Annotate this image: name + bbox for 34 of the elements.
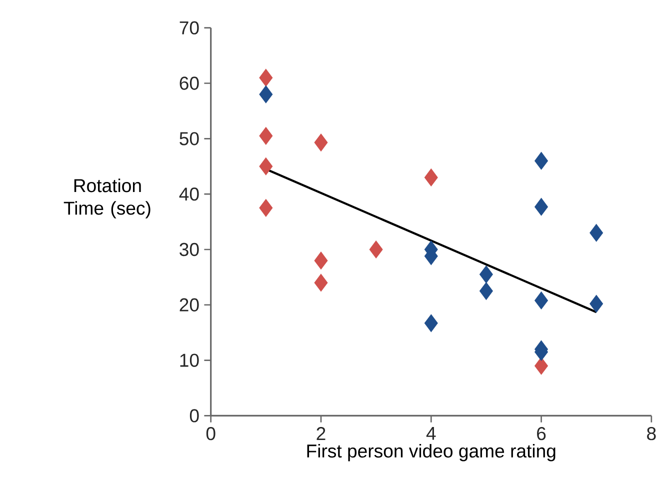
point xyxy=(534,356,548,375)
point xyxy=(424,314,438,332)
point xyxy=(314,134,328,152)
point xyxy=(259,157,273,176)
y-tick-label: 0 xyxy=(190,409,199,422)
y-axis-title: Rotation Time (sec) xyxy=(64,178,150,218)
y-tick-label: 60 xyxy=(180,76,199,90)
point xyxy=(534,198,548,216)
point xyxy=(259,85,273,104)
y-tick-label: 10 xyxy=(180,354,199,367)
point xyxy=(369,240,383,258)
y-tick-label: 20 xyxy=(180,298,199,312)
point xyxy=(534,152,548,170)
point xyxy=(590,294,604,313)
point xyxy=(259,68,273,86)
point xyxy=(479,282,493,300)
point xyxy=(259,126,273,145)
x-tick-label: 2 xyxy=(316,426,326,440)
y-tick-label: 50 xyxy=(180,132,199,146)
y-tick-label: 70 xyxy=(180,21,199,34)
x-tick-label: 0 xyxy=(206,426,216,440)
x-tick-label: 8 xyxy=(647,426,656,440)
x-axis-title: First person video game rating xyxy=(307,444,556,462)
point xyxy=(314,252,328,270)
point xyxy=(534,291,548,310)
point xyxy=(590,224,604,242)
point xyxy=(479,265,493,284)
point xyxy=(424,168,438,186)
y-tick-label: 30 xyxy=(180,242,199,256)
point xyxy=(259,198,273,217)
y-tick-label: 40 xyxy=(179,187,199,201)
x-tick-label: 4 xyxy=(426,426,436,440)
x-tick-label: 6 xyxy=(537,426,546,440)
point xyxy=(314,274,328,292)
